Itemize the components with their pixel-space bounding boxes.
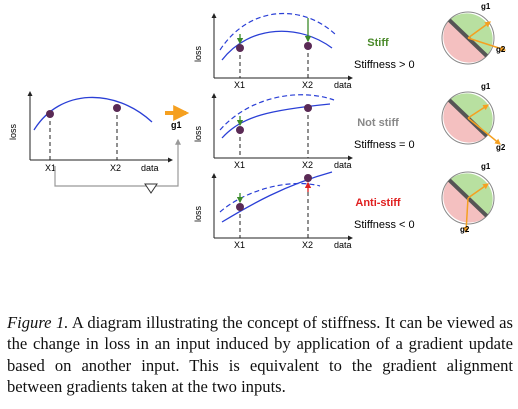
panel-tick-x2: X2 bbox=[302, 80, 313, 90]
gradient-step-label: g1 bbox=[171, 120, 182, 130]
panel-point-x2 bbox=[304, 174, 312, 182]
gradient-g1-arrow bbox=[467, 21, 491, 39]
gradient-alignment-circle: g1 g2 bbox=[441, 162, 495, 234]
panel-loss-before bbox=[219, 94, 335, 131]
panel-loss-before bbox=[219, 182, 321, 213]
panel-loss-after bbox=[221, 103, 331, 139]
panel-ylabel: loss bbox=[193, 205, 203, 222]
panel-tick-x2: X2 bbox=[302, 240, 313, 250]
panel-3: loss data X1 X2 Anti-stiff Stiffness < 0 g1 g2 bbox=[193, 162, 495, 250]
panel-ylabel: loss bbox=[193, 125, 203, 142]
panel-title: Stiff bbox=[367, 37, 389, 49]
gradient-g1-label: g1 bbox=[481, 82, 491, 91]
gradient-g2-arrow bbox=[467, 37, 507, 52]
gradient-g2-label: g2 bbox=[496, 143, 506, 152]
gradient-step-arrow: g1 bbox=[165, 105, 190, 130]
panel-tick-x2: X2 bbox=[302, 160, 313, 170]
panel-tick-x1: X1 bbox=[234, 80, 245, 90]
input-point-x1 bbox=[46, 110, 54, 118]
panel-point-x1 bbox=[236, 203, 244, 211]
gradient-g2-arrow bbox=[467, 117, 501, 145]
panel-xlabel: data bbox=[334, 160, 352, 170]
caption-text: A diagram illustrating the concept of st… bbox=[7, 313, 513, 397]
gradient-g1-arrow bbox=[467, 104, 490, 119]
gradient-alignment-circle: g1 g2 bbox=[441, 2, 507, 65]
gradient-g2-arrow bbox=[463, 197, 470, 234]
gradient-alignment-circle: g1 g2 bbox=[441, 82, 506, 152]
panel-tick-x1: X1 bbox=[234, 240, 245, 250]
figure-caption: Figure 1. A diagram illustrating the con… bbox=[7, 312, 513, 398]
panel-ylabel: loss bbox=[193, 45, 203, 62]
input-loss-plot: loss data X1 X2 bbox=[8, 91, 173, 173]
caption-label: Figure 1. bbox=[7, 313, 69, 332]
input-ylabel: loss bbox=[8, 123, 18, 140]
input-loss-curve bbox=[33, 96, 153, 131]
nabla-icon bbox=[144, 183, 158, 194]
gradient-g1-label: g1 bbox=[481, 162, 491, 171]
panel-loss-after bbox=[221, 171, 333, 223]
panel-xlabel: data bbox=[334, 80, 352, 90]
panel-2: loss data X1 X2 Not stiff Stiffness = 0 g1 g2 bbox=[193, 82, 506, 170]
panel-title: Anti-stiff bbox=[355, 197, 401, 209]
panel-relation: Stiffness > 0 bbox=[354, 59, 415, 71]
gradient-g2-label: g2 bbox=[496, 45, 506, 54]
input-tick-x1: X1 bbox=[45, 163, 56, 173]
panel-relation: Stiffness < 0 bbox=[354, 219, 415, 231]
panel-relation: Stiffness = 0 bbox=[354, 139, 415, 151]
input-point-x2 bbox=[113, 104, 121, 112]
stiffness-diagram: loss data X1 X2 g1 loss data X1 X2 Stiff Stif… bbox=[8, 2, 507, 250]
panel-point-x1 bbox=[236, 44, 244, 52]
panel-point-x1 bbox=[236, 126, 244, 134]
panel-point-x2 bbox=[304, 42, 312, 50]
panel-point-x2 bbox=[304, 104, 312, 112]
panel-loss-after bbox=[221, 30, 333, 61]
panel-1: loss data X1 X2 Stiff Stiffness > 0 g1 g2 bbox=[193, 2, 507, 90]
input-tick-x2: X2 bbox=[110, 163, 121, 173]
panel-loss-before bbox=[219, 12, 338, 51]
gradient-g1-arrow bbox=[467, 183, 489, 199]
input-xlabel: data bbox=[141, 163, 159, 173]
update-loop-connector bbox=[54, 138, 181, 194]
gradient-g1-label: g1 bbox=[481, 2, 491, 11]
panel-tick-x1: X1 bbox=[234, 160, 245, 170]
panel-xlabel: data bbox=[334, 240, 352, 250]
gradient-g2-label: g2 bbox=[460, 225, 470, 234]
panel-title: Not stiff bbox=[357, 117, 399, 129]
